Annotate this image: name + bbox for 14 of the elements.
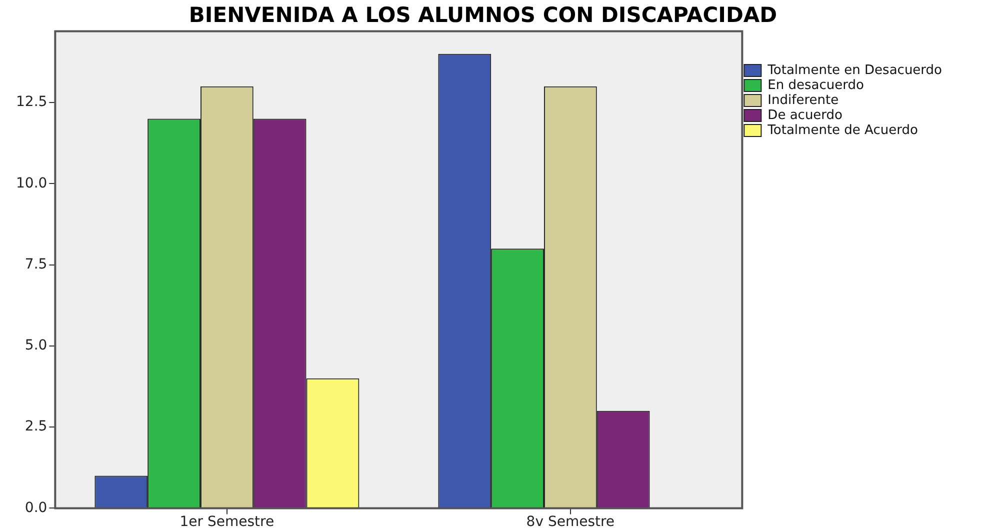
y-tick-label: 10.0 (16, 175, 48, 192)
x-tick-label: 8v Semestre (526, 514, 615, 530)
legend-label: Totalmente en Desacuerdo (766, 62, 942, 78)
x-tick-label: 1er Semestre (180, 514, 274, 530)
legend-label: En desacuerdo (768, 78, 864, 93)
y-tick-label: 5.0 (24, 338, 48, 354)
y-tick-label: 0.0 (24, 500, 48, 516)
y-tick-label: 12.5 (16, 94, 48, 110)
chart-title: BIENVENIDA A LOS ALUMNOS CON DISCAPACIDAD (188, 3, 778, 28)
legend-label: Totalmente de Acuerdo (766, 122, 918, 138)
y-tick-label: 2.5 (24, 418, 48, 435)
legend-label: De acuerdo (768, 108, 843, 123)
legend-label: Indiferente (768, 92, 839, 108)
y-tick-label: 7.5 (24, 256, 48, 272)
